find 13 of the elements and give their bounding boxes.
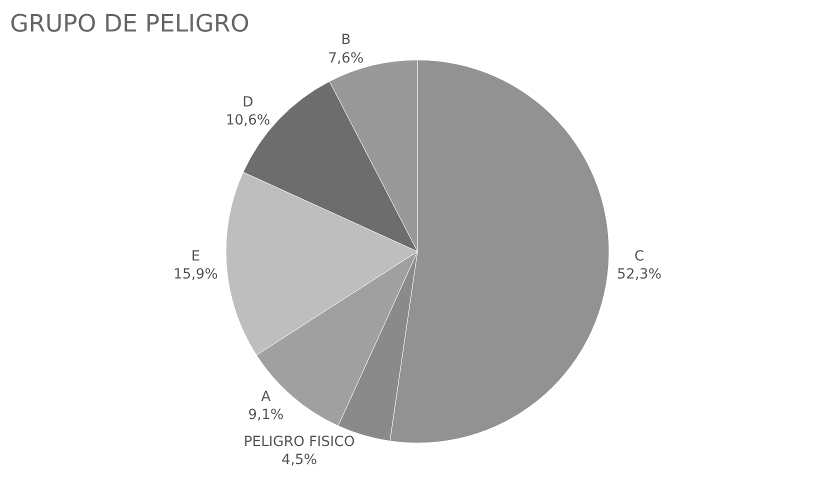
data-label: 9,1% — [248, 407, 284, 424]
slice-label: B — [341, 32, 351, 48]
data-label: 4,5% — [282, 452, 318, 468]
chart-title: GRUPO DE PELIGRO — [10, 9, 250, 38]
data-label: 7,6% — [328, 50, 364, 66]
data-label: 10,6% — [226, 112, 270, 129]
data-label: 52,3% — [617, 266, 662, 283]
slice-label: D — [242, 94, 254, 110]
slice-label: A — [261, 389, 272, 406]
data-label: 15,9% — [173, 266, 218, 283]
slice-label: C — [634, 248, 644, 264]
slice-label: E — [191, 248, 200, 264]
slice-label: PELIGRO FISICO — [244, 434, 355, 450]
